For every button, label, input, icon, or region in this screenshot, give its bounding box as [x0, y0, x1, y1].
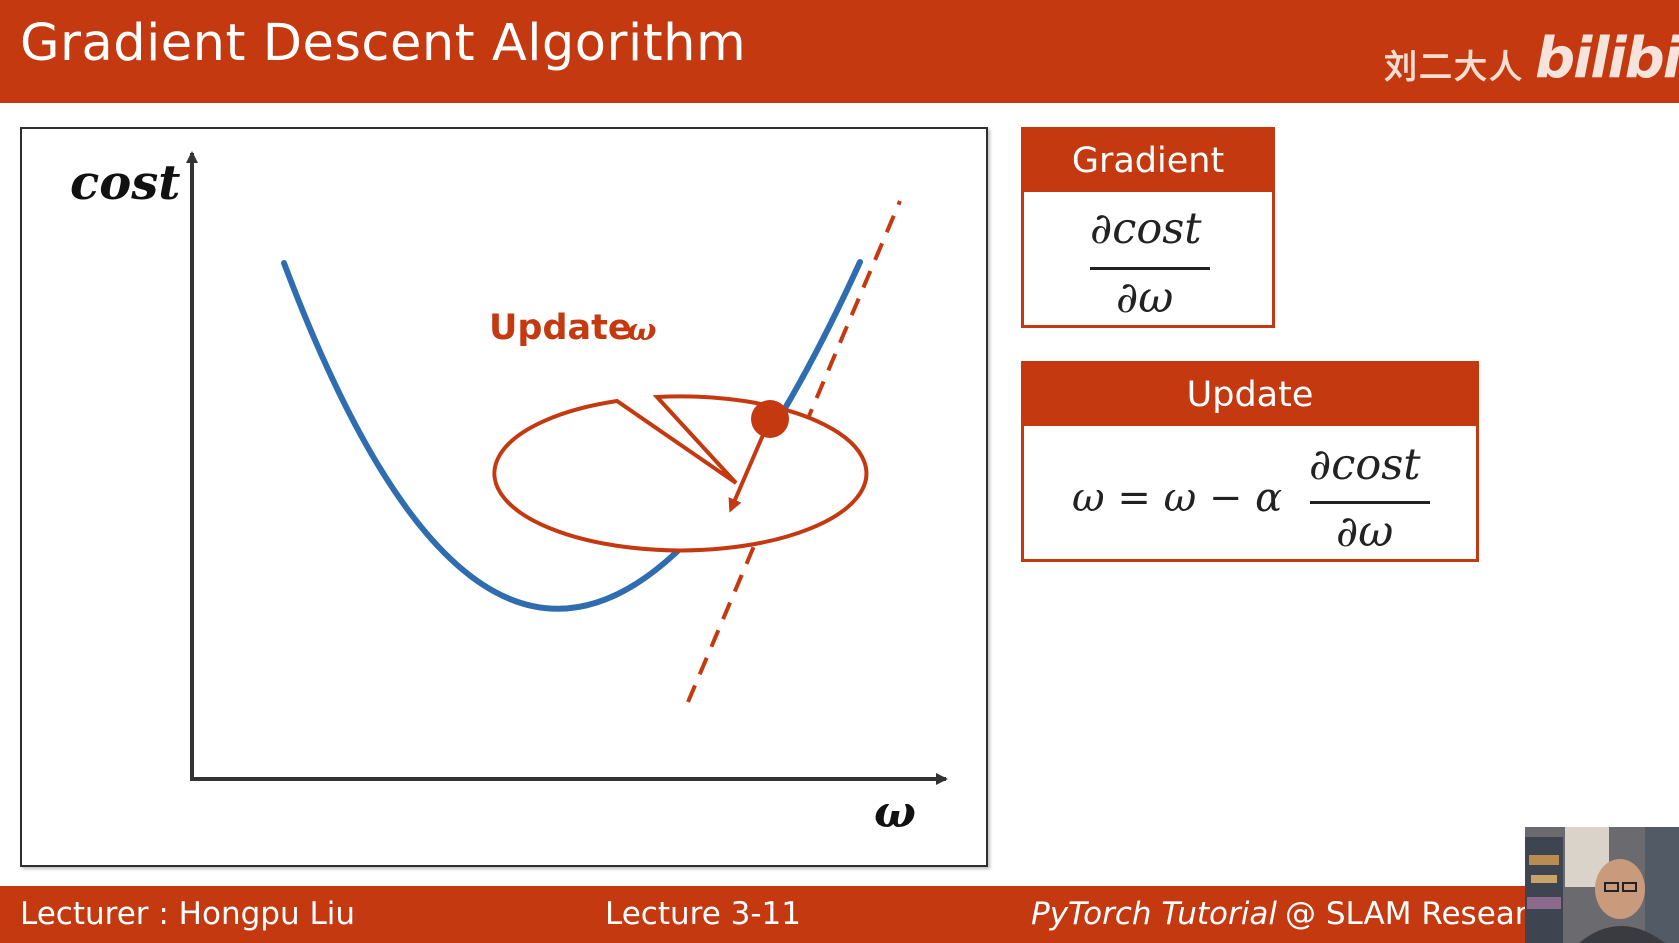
update-denominator: ∂ω	[1336, 507, 1394, 557]
bilibili-logo: bilibili	[1535, 26, 1679, 91]
update-lhs: ω = ω − α	[1072, 475, 1283, 521]
update-box-title: Update	[1024, 364, 1476, 426]
gradient-denominator: ∂ω	[1116, 273, 1174, 323]
footer-lecture-number: Lecture 3-11	[605, 896, 801, 932]
slide-footer: Lecturer : Hongpu Liu Lecture 3-11 PyTor…	[0, 886, 1679, 943]
y-axis-label: cost	[70, 155, 180, 211]
update-numerator: ∂cost	[1309, 440, 1421, 490]
update-box: Update ω = ω − α ∂cost ∂ω	[1021, 361, 1479, 562]
slide-title: Gradient Descent Algorithm	[20, 14, 747, 73]
watermark-author: 刘二大人	[1384, 47, 1524, 86]
footer-lecturer: Lecturer : Hongpu Liu	[20, 896, 355, 932]
update-fraction-bar	[1310, 501, 1430, 504]
gradient-descent-diagram: Update ω cost ω	[70, 151, 948, 838]
slide-header: Gradient Descent Algorithm 刘二大人 bilibili	[0, 0, 1679, 103]
gradient-numerator: ∂cost	[1090, 204, 1202, 254]
footer-course-affiliation: @ SLAM Resear	[1285, 896, 1528, 932]
lecturer-webcam	[1525, 827, 1679, 943]
callout-label: Update	[489, 308, 632, 348]
callout-omega: ω	[627, 312, 657, 348]
diagram-panel: Update ω cost ω	[20, 127, 988, 867]
update-arrow	[728, 434, 765, 513]
current-point	[751, 400, 789, 438]
gradient-fraction-bar	[1090, 267, 1210, 270]
footer-course-title: PyTorch Tutorial	[1031, 896, 1277, 932]
x-axis-label: ω	[874, 787, 916, 838]
speech-bubble	[492, 394, 869, 553]
gradient-box-title: Gradient	[1024, 130, 1272, 192]
gradient-box: Gradient ∂cost ∂ω	[1021, 127, 1275, 328]
